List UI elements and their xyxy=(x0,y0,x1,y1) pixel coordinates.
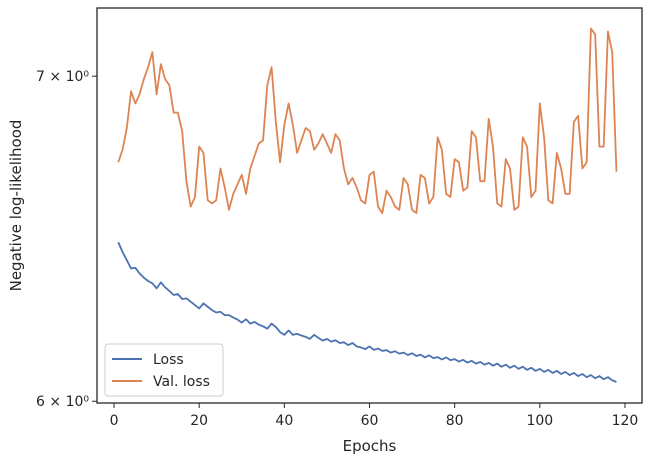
series-layer xyxy=(117,27,618,383)
x-tick-label: 20 xyxy=(190,413,208,429)
legend-label-loss: Loss xyxy=(153,352,184,368)
x-axis-label: Epochs xyxy=(343,437,397,455)
x-tick-label: 120 xyxy=(612,413,639,429)
y-tick-label: 6 × 10⁰ xyxy=(36,394,89,410)
x-tick-label: 40 xyxy=(275,413,293,429)
y-tick-label: 7 × 10⁰ xyxy=(36,69,89,85)
series-line-val-loss xyxy=(117,27,618,214)
y-axis-label: Negative log-likelihood xyxy=(7,120,25,292)
x-tick-label: 0 xyxy=(110,413,119,429)
series-line-loss xyxy=(117,241,617,383)
legend-label-val-loss: Val. loss xyxy=(153,374,210,390)
x-tick-label: 60 xyxy=(361,413,379,429)
legend: Loss Val. loss xyxy=(104,343,224,397)
ticks-layer: 0 20 40 60 80 100 120 6 × 10⁰ 7 × 10⁰ xyxy=(36,69,638,429)
x-tick-label: 100 xyxy=(526,413,553,429)
legend-box xyxy=(104,343,224,397)
x-tick-label: 80 xyxy=(446,413,464,429)
